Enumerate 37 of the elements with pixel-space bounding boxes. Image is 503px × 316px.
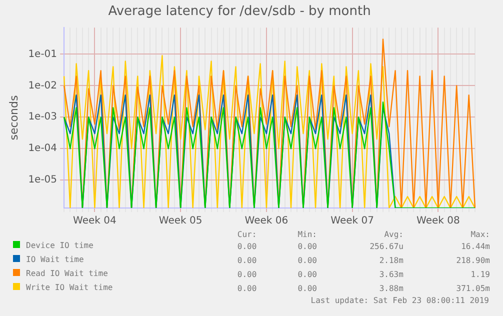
y-tick-label: 1e-01 bbox=[28, 48, 58, 60]
text: Avg: bbox=[383, 230, 404, 239]
text: 256.67u bbox=[368, 240, 404, 252]
text: Max: bbox=[470, 230, 490, 239]
legend-label: IO Wait time bbox=[25, 254, 85, 266]
text: 0.00 bbox=[236, 268, 257, 280]
text: Min: bbox=[296, 230, 317, 239]
text: 0.00 bbox=[296, 268, 317, 280]
x-tick-label: Week 05 bbox=[158, 216, 202, 227]
x-tick-label: Week 08 bbox=[416, 216, 460, 227]
legend-label: Device IO time bbox=[25, 240, 94, 252]
y-tick-label: 1e-03 bbox=[28, 112, 58, 123]
chart-title: Average latency for /dev/sdb - by month bbox=[108, 4, 371, 20]
text: 0.00 bbox=[296, 254, 317, 266]
text: Last update: Sat Feb 23 08:00:11 2019 bbox=[310, 295, 490, 306]
text: Cur: bbox=[236, 230, 257, 239]
text: 1.19 bbox=[470, 268, 490, 280]
text: 0.00 bbox=[296, 282, 317, 294]
y-axis-title: seconds bbox=[7, 95, 20, 140]
y-tick-label: 1e-02 bbox=[28, 80, 58, 92]
y-tick-label: 1e-05 bbox=[28, 174, 58, 186]
x-tick-label: Week 04 bbox=[73, 216, 116, 227]
legend-label: Write IO Wait time bbox=[25, 282, 114, 294]
x-tick-label: Week 06 bbox=[244, 216, 288, 227]
text: 0.00 bbox=[236, 240, 257, 252]
text: 218.90m bbox=[455, 254, 490, 266]
legend-label: Read IO Wait time bbox=[25, 268, 109, 280]
y-tick-label: 1e-04 bbox=[28, 143, 58, 154]
text: 371.05m bbox=[455, 282, 490, 294]
text: 0.00 bbox=[236, 282, 257, 294]
text: 0.00 bbox=[296, 240, 317, 252]
text: 3.63m bbox=[378, 268, 404, 280]
text: 0.00 bbox=[236, 254, 257, 266]
text: 3.88m bbox=[378, 282, 404, 294]
x-tick-label: Week 07 bbox=[330, 216, 374, 227]
text: 16.44m bbox=[460, 240, 490, 252]
text: 2.18m bbox=[378, 254, 404, 266]
